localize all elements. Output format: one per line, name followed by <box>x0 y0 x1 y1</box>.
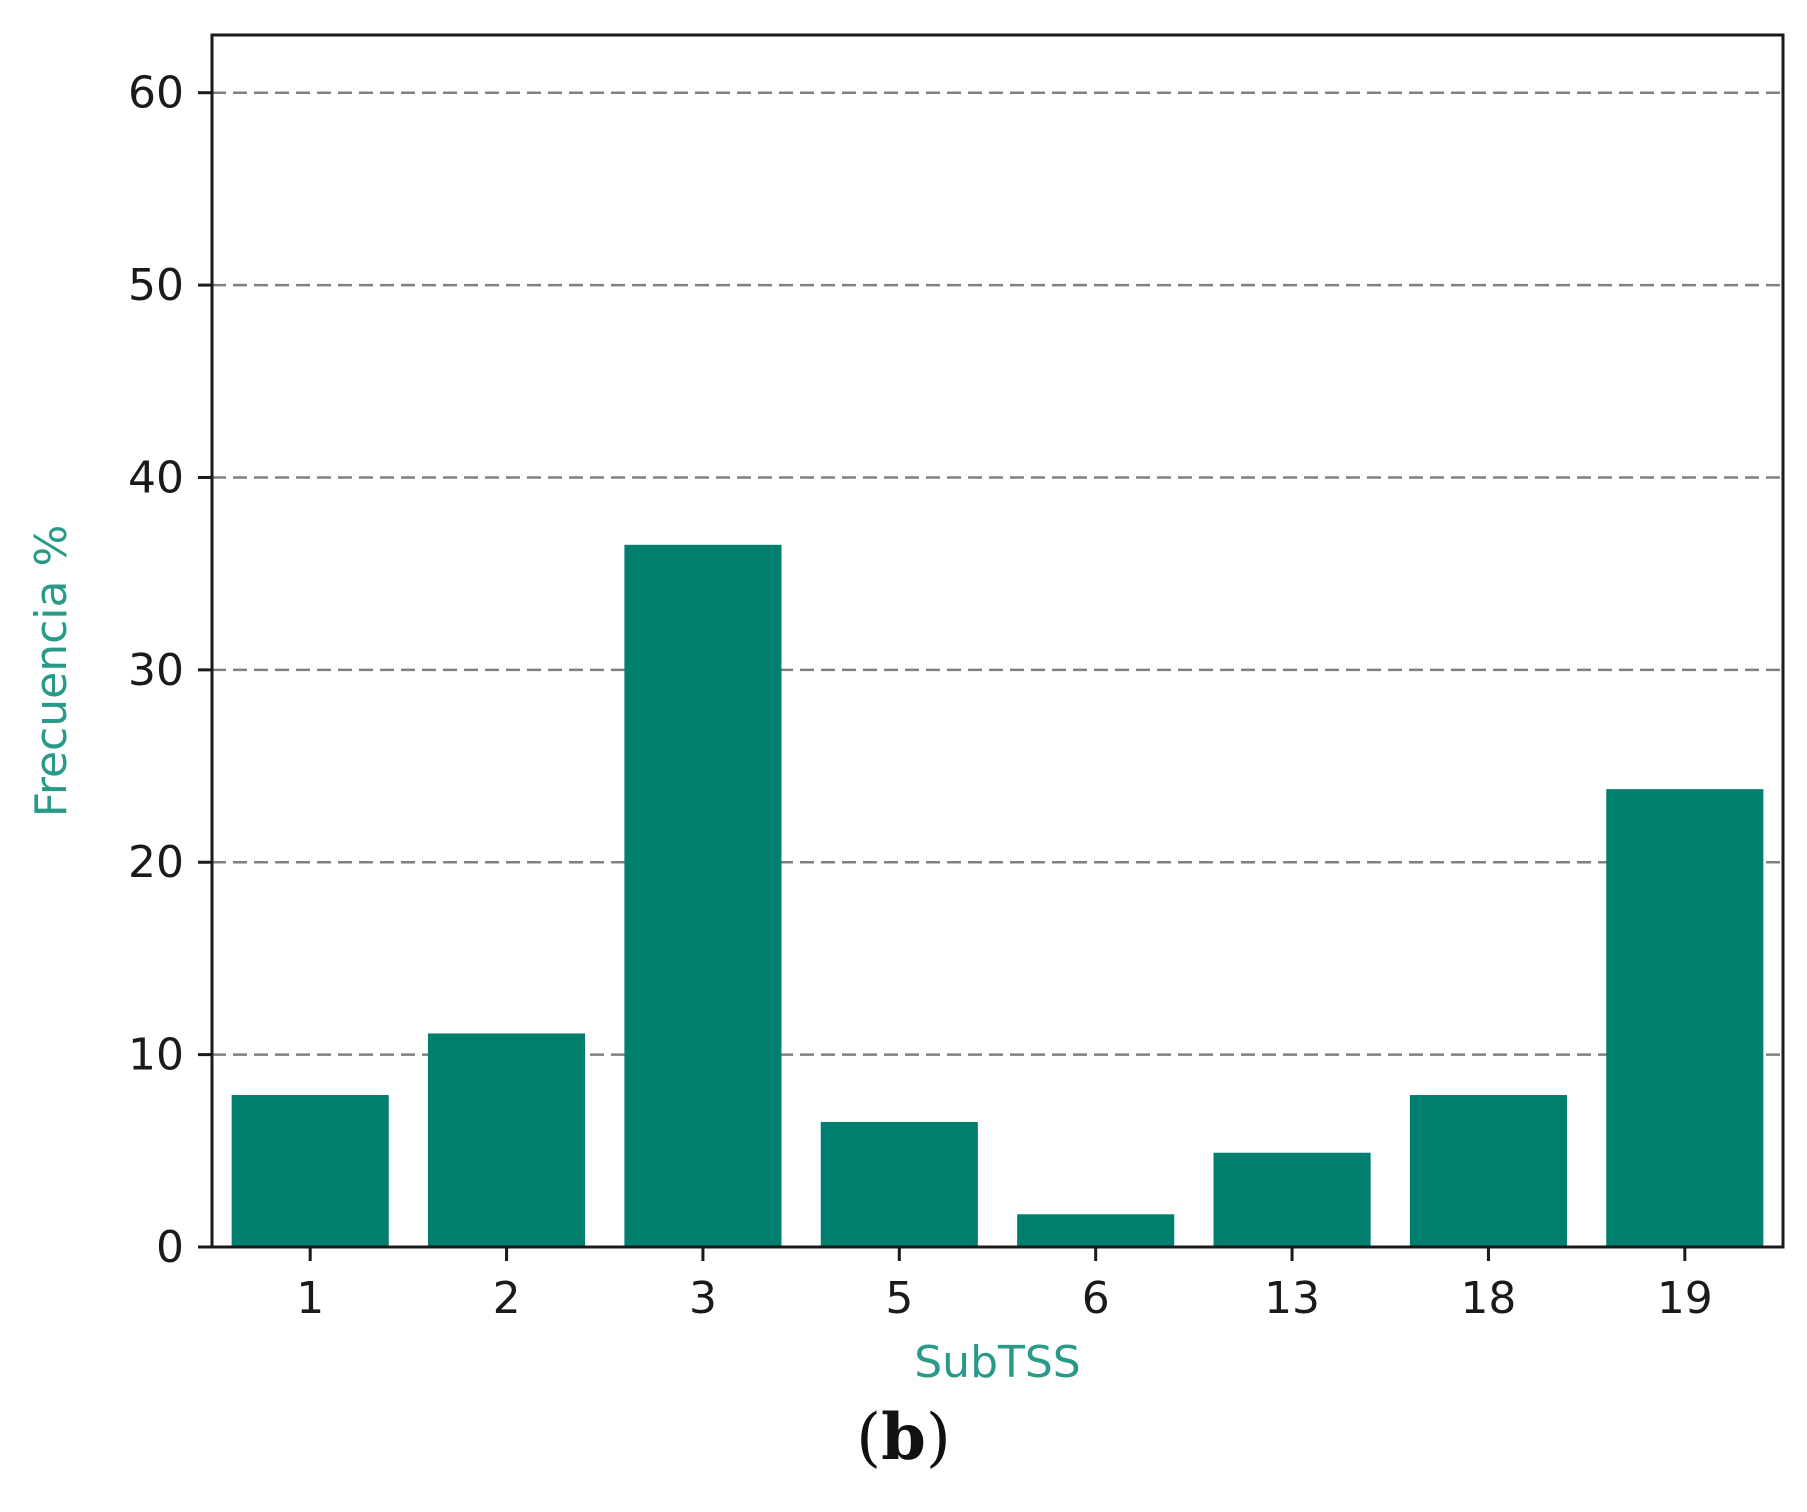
y-tick-label: 10 <box>128 1030 184 1081</box>
x-tick-label: 13 <box>1264 1273 1320 1324</box>
y-tick-label: 60 <box>128 68 184 119</box>
grid-lines <box>212 91 1783 1056</box>
x-tick-label: 3 <box>689 1273 717 1324</box>
bar-19 <box>1606 789 1764 1247</box>
y-axis-title: Frecuencia % <box>26 525 77 818</box>
x-tick-label: 18 <box>1460 1273 1516 1324</box>
x-tick-label: 1 <box>296 1273 324 1324</box>
panel-label: (b) <box>0 1400 1807 1475</box>
x-tick-label: 5 <box>885 1273 913 1324</box>
x-tick-label: 2 <box>493 1273 521 1324</box>
y-tick-label: 50 <box>128 260 184 311</box>
y-tick-label: 0 <box>156 1222 184 1273</box>
x-tick-label: 19 <box>1657 1273 1713 1324</box>
y-tick-label: 30 <box>128 645 184 696</box>
bar-13 <box>1213 1152 1371 1247</box>
plot-frame <box>210 33 1785 1249</box>
ticks: 0 10 20 30 40 50 60 1 2 3 5 6 13 18 19 <box>128 68 1713 1324</box>
x-tick-label: 6 <box>1082 1273 1110 1324</box>
x-axis-title: SubTSS <box>914 1337 1080 1388</box>
bar-3 <box>624 544 782 1247</box>
y-tick-label: 40 <box>128 452 184 503</box>
panel-label-letter: b <box>881 1400 926 1475</box>
panel-label-close: ) <box>925 1401 951 1475</box>
y-tick-label: 20 <box>128 837 184 888</box>
bar-5 <box>820 1121 978 1247</box>
bar-6 <box>1017 1214 1175 1247</box>
bar-18 <box>1409 1095 1567 1247</box>
bar-1 <box>231 1095 389 1247</box>
panel-label-open: ( <box>856 1401 882 1475</box>
bars <box>231 544 1764 1247</box>
bar-2 <box>428 1033 586 1247</box>
